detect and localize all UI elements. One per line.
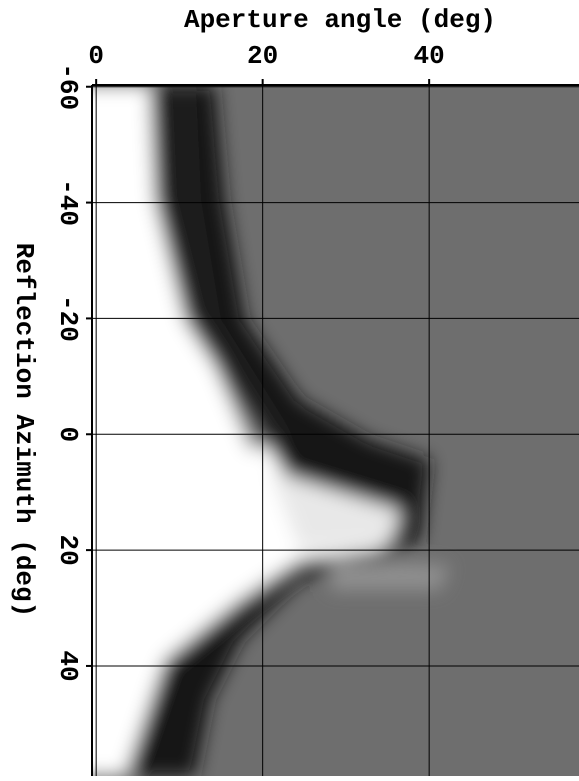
x-tick-label: 0 <box>88 41 104 71</box>
y-tick-label: -20 <box>53 295 83 342</box>
y-axis-label: Reflection Azimuth (deg) <box>9 243 39 617</box>
y-tick-label: -60 <box>53 63 83 110</box>
y-tick-label: -40 <box>53 179 83 226</box>
x-axis-label: Aperture angle (deg) <box>184 5 496 35</box>
seismic-image <box>92 85 579 776</box>
y-tick-label: 20 <box>53 534 83 565</box>
x-tick-label: 20 <box>247 41 278 71</box>
y-tick-label: 40 <box>53 650 83 681</box>
x-tick-label: 40 <box>414 41 445 71</box>
y-tick-label: 0 <box>53 426 83 442</box>
